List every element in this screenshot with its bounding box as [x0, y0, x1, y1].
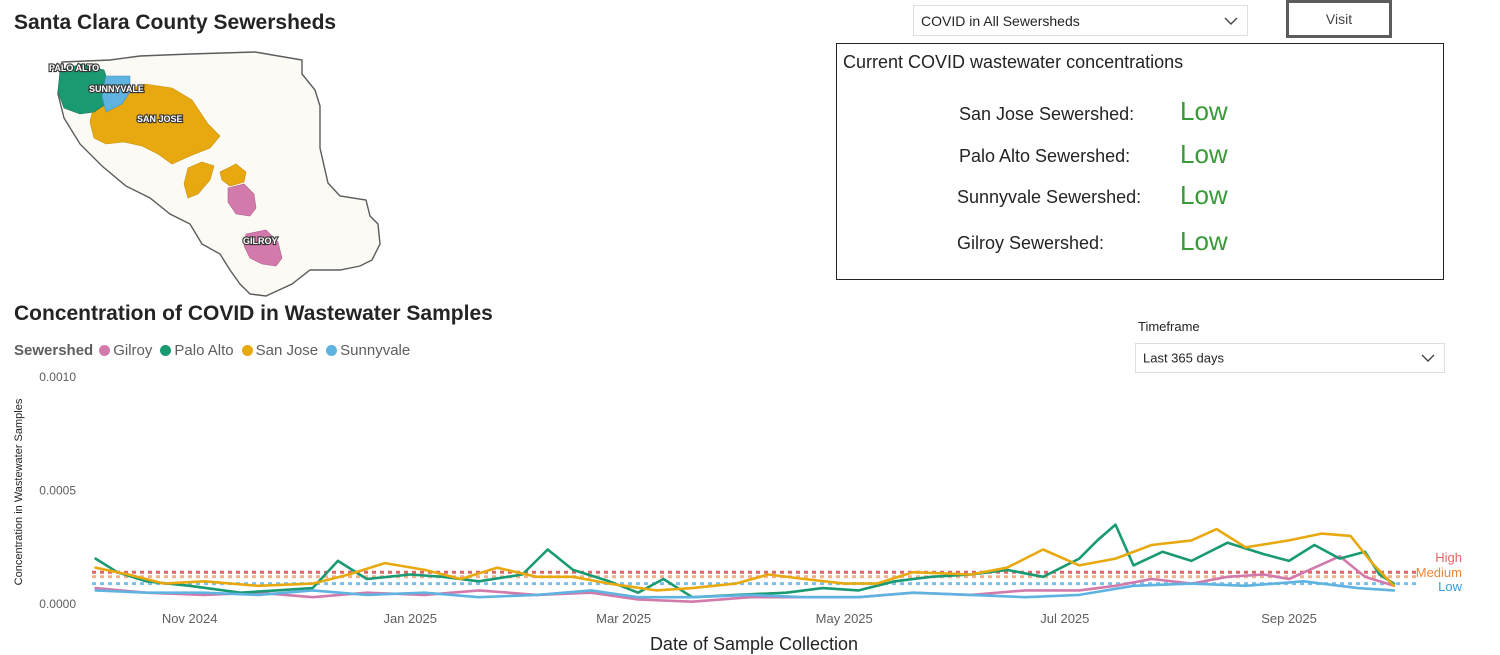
- sewershed-selector-dropdown[interactable]: COVID in All Sewersheds: [913, 5, 1248, 36]
- legend-item-gilroy[interactable]: Gilroy: [99, 342, 152, 359]
- status-label-gilroy: Gilroy Sewershed:: [957, 233, 1105, 253]
- map-label-san-jose: SAN JOSE: [137, 114, 183, 124]
- legend-label-palo-alto: Palo Alto: [174, 342, 234, 359]
- x-tick-label: Mar 2025: [596, 611, 651, 626]
- current-concentrations-heading: Current COVID wastewater concentrations: [843, 52, 1184, 72]
- san-jose-region-south: [183, 161, 215, 199]
- threshold-label-medium: Medium: [1416, 565, 1462, 580]
- x-tick-label: Jul 2025: [1040, 611, 1089, 626]
- legend-label-san-jose: San Jose: [255, 342, 319, 359]
- sunnyvale-region: [101, 75, 131, 113]
- legend-item-palo-alto[interactable]: Palo Alto: [160, 342, 234, 359]
- status-value-sunnyvale: Low: [1180, 180, 1228, 210]
- status-value-san-jose: Low: [1180, 96, 1228, 126]
- map-label-gilroy: GILROY: [243, 236, 278, 246]
- san-jose-region: [89, 83, 221, 165]
- timeframe-label: Timeframe: [1138, 319, 1200, 334]
- map-label-sunnyvale: SUNNYVALE: [89, 84, 144, 94]
- x-tick-label: Nov 2024: [162, 611, 218, 626]
- chevron-down-icon: [1224, 17, 1238, 25]
- legend-item-sunnyvale[interactable]: Sunnyvale: [326, 342, 410, 359]
- chevron-down-icon: [1421, 354, 1435, 362]
- gilroy-region: [243, 229, 283, 267]
- legend-dot-gilroy: [99, 345, 111, 356]
- y-tick-label: 0.0010: [39, 370, 76, 384]
- series-line-palo-alto: [94, 523, 1396, 599]
- series-line-san-jose: [94, 527, 1396, 592]
- county-map: PALO ALTO SUNNYVALE SAN JOSE GILROY: [40, 48, 390, 300]
- x-tick-label: May 2025: [816, 611, 873, 626]
- x-tick-label: Sep 2025: [1261, 611, 1317, 626]
- status-label-sunnyvale: Sunnyvale Sewershed:: [957, 187, 1142, 207]
- county-map-svg: PALO ALTO SUNNYVALE SAN JOSE GILROY: [48, 51, 381, 297]
- status-label-palo-alto: Palo Alto Sewershed:: [959, 146, 1131, 166]
- legend-dot-san-jose: [241, 345, 253, 356]
- legend-dot-sunnyvale: [326, 345, 338, 356]
- threshold-label-low: Low: [1438, 579, 1462, 594]
- map-title: Santa Clara County Sewersheds: [14, 11, 337, 34]
- status-label-san-jose: San Jose Sewershed:: [959, 104, 1135, 124]
- line-chart: 0.0000 0.0005 0.0010 Nov 2024 Jan 2025 Mar 20…: [13, 370, 1463, 654]
- legend-title: Sewershed: [14, 342, 94, 359]
- x-tick-label: Jan 2025: [383, 611, 437, 626]
- status-value-palo-alto: Low: [1180, 139, 1228, 169]
- series-line-sunnyvale: [94, 580, 1396, 599]
- palo-alto-region: [57, 63, 109, 115]
- status-value-gilroy: Low: [1180, 226, 1228, 256]
- current-concentrations-panel: Current COVID wastewater concentrations …: [836, 43, 1444, 280]
- y-axis-label: Concentration in Wastewater Samples: [13, 398, 25, 585]
- chart-title: Concentration of COVID in Wastewater Sam…: [14, 302, 493, 325]
- legend-label-sunnyvale: Sunnyvale: [340, 342, 411, 359]
- x-axis-label: Date of Sample Collection: [650, 634, 858, 654]
- san-jose-region-east: [219, 163, 247, 187]
- sewershed-selector-value: COVID in All Sewersheds: [921, 12, 1080, 29]
- gilroy-region-north: [227, 183, 257, 217]
- y-tick-label: 0.0005: [39, 484, 76, 498]
- legend-dot-palo-alto: [160, 345, 172, 356]
- legend-item-san-jose[interactable]: San Jose: [241, 342, 319, 359]
- threshold-label-high: High: [1435, 550, 1462, 565]
- chart-legend: Sewershed Gilroy Palo Alto San Jose Sunn…: [14, 342, 418, 359]
- map-label-palo-alto: PALO ALTO: [49, 63, 99, 73]
- timeframe-value: Last 365 days: [1143, 350, 1224, 366]
- visit-button[interactable]: Visit: [1286, 0, 1392, 38]
- legend-label-gilroy: Gilroy: [113, 342, 153, 359]
- timeframe-dropdown[interactable]: Last 365 days: [1135, 343, 1445, 373]
- y-tick-label: 0.0000: [39, 597, 76, 611]
